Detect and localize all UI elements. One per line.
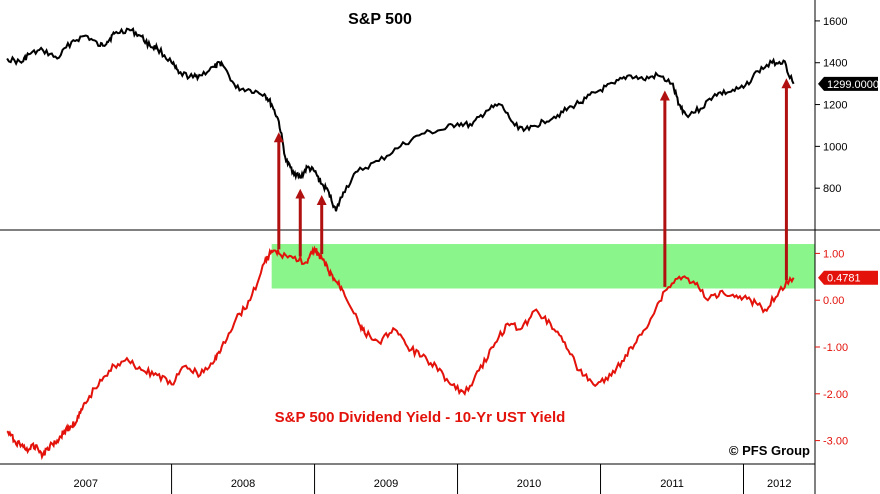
yield-spread-line (6, 245, 795, 461)
top-tick-label: 1600 (823, 16, 847, 28)
sp500-line (6, 27, 795, 212)
year-axis: 2007 2008 2009 2010 2011 2012 (74, 464, 816, 494)
top-tick-label: 1400 (823, 58, 847, 70)
top-axis-ticks: 800 1000 1200 1400 1600 (815, 16, 847, 195)
year-label: 2007 (74, 478, 98, 490)
last-value-top: 1299.0000 (827, 79, 879, 91)
bottom-tick-label: -1.00 (823, 342, 848, 354)
bottom-tick-label: -2.00 (823, 389, 848, 401)
bottom-tick-label: 0.00 (823, 295, 844, 307)
year-label: 2011 (660, 478, 684, 490)
year-label: 2012 (767, 478, 791, 490)
year-label: 2009 (374, 478, 398, 490)
bottom-tick-label: 1.00 (823, 248, 844, 260)
bottom-axis-ticks: 1.00 0.00 -1.00 -2.00 -3.00 (815, 248, 848, 448)
year-label: 2010 (517, 478, 541, 490)
bottom-chart-title: S&P 500 Dividend Yield - 10-Yr UST Yield (275, 409, 566, 426)
last-value-bottom: 0.4781 (827, 273, 861, 285)
top-tick-label: 1000 (823, 141, 847, 153)
last-value-badge-top: 1299.0000 (818, 76, 879, 91)
last-value-badge-bottom: 0.4781 (818, 270, 878, 285)
credit-text: © PFS Group (729, 443, 810, 458)
top-tick-label: 800 (823, 183, 841, 195)
bottom-tick-label: -3.00 (823, 436, 848, 448)
year-label: 2008 (231, 478, 255, 490)
highlight-band (271, 244, 816, 289)
annotation-arrows (273, 78, 792, 287)
top-tick-label: 1200 (823, 100, 847, 112)
top-chart-title: S&P 500 (348, 11, 412, 28)
